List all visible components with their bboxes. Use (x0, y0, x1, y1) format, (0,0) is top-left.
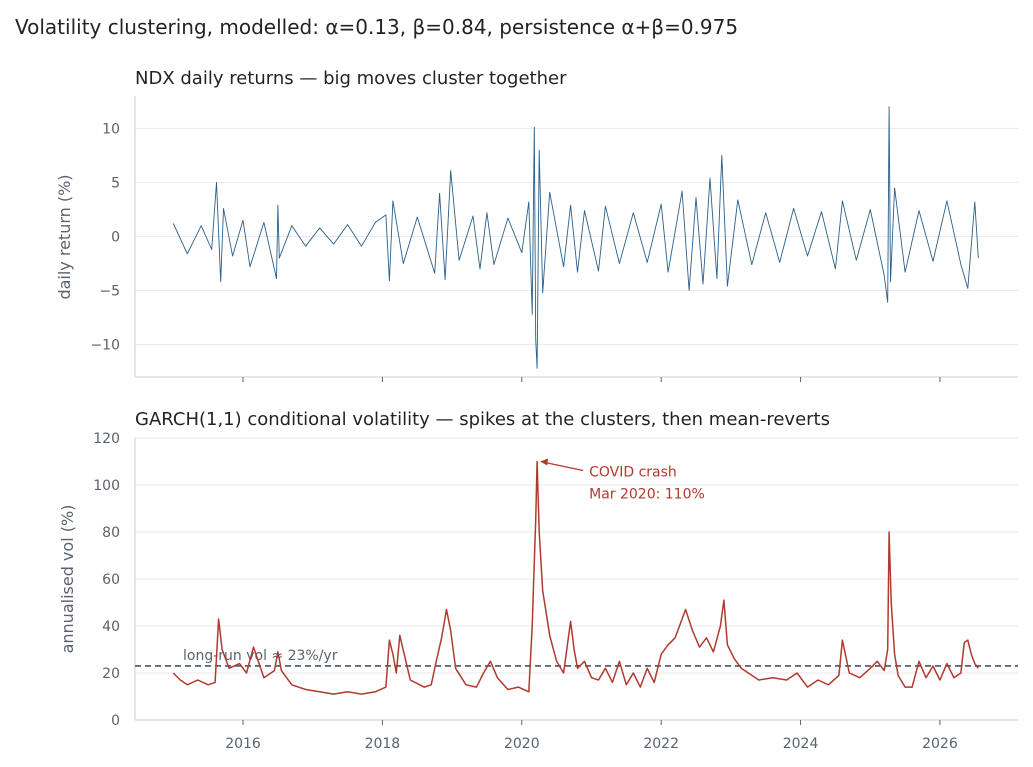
volatility-chart: GARCH(1,1) conditional volatility — spik… (58, 409, 1018, 752)
volatility-gridlines (135, 437, 1018, 721)
returns-y-ticks: −10 −5 0 5 10 (90, 121, 120, 353)
returns-gridlines (135, 127, 1018, 346)
volatility-y-axis-label: annualised vol (%) (58, 505, 77, 654)
returns-series-line (172, 106, 979, 369)
returns-y-tick-label: 5 (111, 175, 120, 191)
returns-y-axis-label: daily return (%) (55, 174, 74, 299)
returns-y-tick-label: 0 (111, 230, 120, 246)
volatility-series-line (172, 460, 979, 695)
volatility-y-tick-label: 80 (102, 525, 120, 541)
covid-arrow-line (545, 461, 584, 472)
volatility-x-tick-label: 2016 (225, 736, 261, 752)
volatility-y-ticks: 0 20 40 60 80 100 120 (93, 431, 120, 729)
long-run-vol-label: long-run vol ≈ 23%/yr (183, 648, 338, 664)
volatility-x-tick-label: 2022 (643, 736, 679, 752)
volatility-chart-title: GARCH(1,1) conditional volatility — spik… (135, 409, 830, 430)
volatility-x-ticks: 2016 2018 2020 2022 2024 2026 (225, 720, 958, 752)
volatility-x-tick-label: 2026 (922, 736, 958, 752)
returns-y-tick-label: −5 (99, 284, 120, 300)
covid-annotation: COVID crash Mar 2020: 110% (540, 458, 705, 503)
volatility-x-tick-label: 2020 (504, 736, 540, 752)
volatility-y-tick-label: 100 (93, 478, 120, 494)
volatility-y-tick-label: 40 (102, 619, 120, 635)
volatility-x-tick-label: 2018 (365, 736, 401, 752)
volatility-x-tick-label: 2024 (783, 736, 819, 752)
volatility-y-tick-label: 120 (93, 431, 120, 447)
returns-chart-title: NDX daily returns — big moves cluster to… (135, 68, 567, 89)
volatility-y-tick-label: 60 (102, 572, 120, 588)
volatility-y-tick-label: 20 (102, 666, 120, 682)
covid-annotation-line1: COVID crash (589, 465, 677, 481)
returns-series-group (172, 106, 979, 369)
volatility-series-group (172, 460, 979, 695)
returns-x-ticks (242, 377, 941, 382)
figure-suptitle: Volatility clustering, modelled: α=0.13,… (15, 15, 738, 39)
returns-y-tick-label: 10 (102, 121, 120, 137)
returns-y-tick-label: −10 (90, 338, 120, 354)
covid-annotation-line2: Mar 2020: 110% (589, 487, 705, 503)
covid-arrow-head (540, 458, 549, 466)
volatility-y-tick-label: 0 (111, 713, 120, 729)
returns-chart: NDX daily returns — big moves cluster to… (55, 68, 1018, 382)
